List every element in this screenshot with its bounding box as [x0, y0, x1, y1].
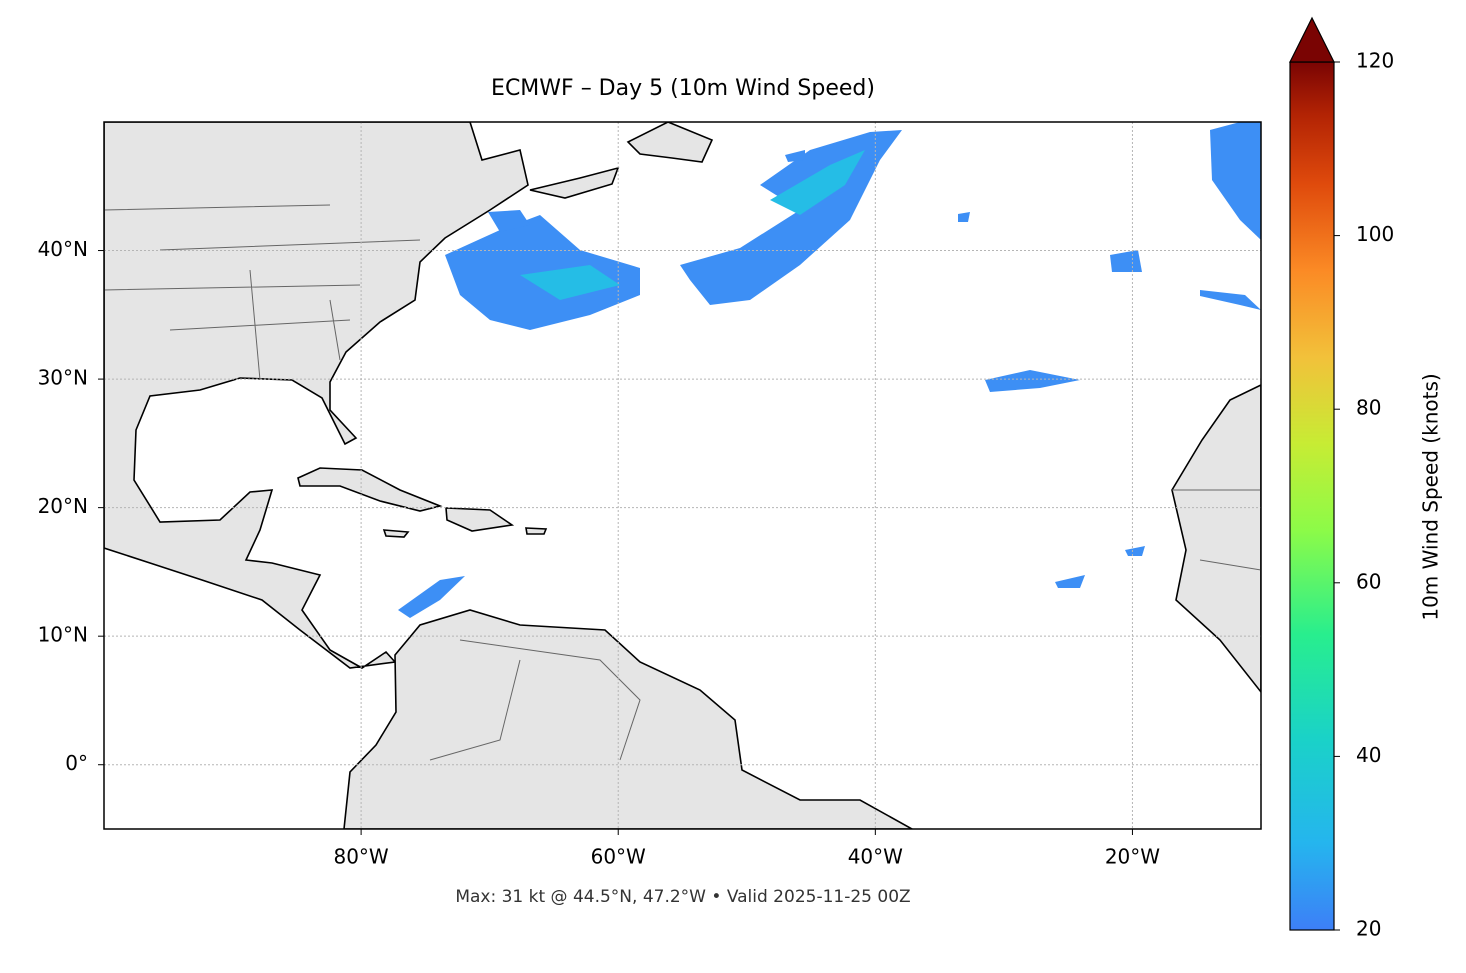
footnote: Max: 31 kt @ 44.5°N, 47.2°W • Valid 2025… [455, 887, 910, 907]
colorbar-tick-label: 60 [1356, 569, 1381, 593]
colorbar-tick-label: 120 [1356, 49, 1394, 73]
north-america [104, 122, 529, 669]
south-america [343, 609, 914, 829]
puerto-rico [525, 527, 548, 535]
x-tick-label: 20°W [1105, 845, 1160, 869]
colorbar-extend [1289, 16, 1335, 63]
borders [104, 204, 1261, 761]
y-tick-label: 0° [65, 751, 88, 775]
colorbar [1289, 61, 1335, 931]
africa [1171, 384, 1261, 694]
hispaniola [445, 507, 515, 532]
x-tick-label: 80°W [333, 845, 388, 869]
colorbar-tick-label: 40 [1356, 743, 1381, 767]
colorbar-label: 10m Wind Speed (knots) [1419, 373, 1443, 620]
wind-field [398, 122, 1261, 618]
colorbar-tick-label: 80 [1356, 396, 1381, 420]
y-tick-label: 30°N [38, 366, 88, 390]
newfoundland [626, 122, 714, 163]
map-title: ECMWF – Day 5 (10m Wind Speed) [491, 76, 875, 101]
nova-scotia [529, 166, 620, 199]
x-tick-label: 40°W [848, 845, 903, 869]
jamaica [382, 529, 410, 538]
y-tick-label: 20°N [38, 494, 88, 518]
map-frame [103, 121, 1262, 830]
map-area [104, 122, 1261, 829]
cuba [297, 467, 443, 512]
x-tick-label: 60°W [591, 845, 646, 869]
colorbar-tick-label: 100 [1356, 222, 1394, 246]
y-tick-label: 10°N [38, 623, 88, 647]
y-tick-label: 40°N [38, 237, 88, 261]
colorbar-tick-label: 20 [1356, 917, 1381, 941]
